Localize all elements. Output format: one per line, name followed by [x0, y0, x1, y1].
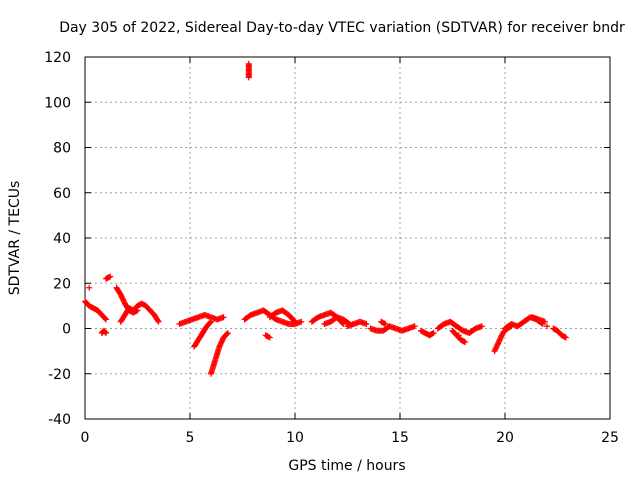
x-tick-label: 15	[391, 430, 409, 446]
data-point	[430, 330, 437, 337]
data-point	[544, 323, 550, 330]
data-point	[107, 273, 114, 280]
data-point	[363, 320, 370, 327]
data-point	[455, 332, 462, 339]
data-point	[245, 60, 252, 67]
data-point	[411, 323, 418, 330]
y-tick-label: 120	[44, 50, 71, 66]
data-point	[86, 284, 93, 291]
data-point	[478, 323, 485, 330]
x-tick-labels: 0 5 10 15 20 25	[81, 430, 619, 446]
data-point	[223, 330, 230, 337]
data-point	[155, 318, 162, 325]
data-points	[82, 60, 569, 377]
y-tick-label: -20	[48, 367, 71, 383]
data-point	[224, 330, 231, 337]
data-point	[292, 318, 298, 325]
x-tick-label: 5	[186, 430, 195, 446]
data-point	[103, 330, 109, 337]
data-point	[220, 314, 227, 321]
data-point	[382, 320, 389, 327]
y-axis-label: SDTVAR / TECUs	[7, 181, 23, 296]
data-point	[207, 319, 214, 326]
chart-title: Day 305 of 2022, Sidereal Day-to-day VTE…	[59, 20, 625, 36]
data-point	[291, 317, 298, 324]
x-axis-label: GPS time / hours	[288, 458, 405, 474]
y-tick-label: 80	[53, 141, 71, 157]
x-tick-label: 10	[286, 430, 304, 446]
data-point	[462, 339, 469, 346]
y-tick-label: 40	[53, 231, 71, 247]
axis-ticks	[84, 56, 611, 420]
y-tick-label: 0	[62, 322, 71, 338]
x-tick-label: 0	[81, 430, 90, 446]
grid	[85, 57, 610, 419]
y-tick-label: 60	[53, 186, 71, 202]
y-tick-label: -40	[48, 412, 71, 428]
data-point	[102, 315, 109, 322]
x-tick-label: 25	[601, 430, 619, 446]
data-point	[298, 318, 305, 325]
data-point	[562, 334, 569, 341]
data-point	[208, 318, 214, 325]
x-tick-label: 20	[496, 430, 514, 446]
data-point	[154, 317, 161, 324]
y-tick-label: 20	[53, 276, 71, 292]
y-tick-label: 100	[44, 95, 71, 111]
data-point	[266, 334, 273, 341]
data-point	[103, 316, 109, 323]
y-tick-labels: -40 -20 0 20 40 60 80 100 120	[44, 50, 71, 428]
data-point	[102, 329, 109, 336]
data-point	[541, 318, 548, 325]
